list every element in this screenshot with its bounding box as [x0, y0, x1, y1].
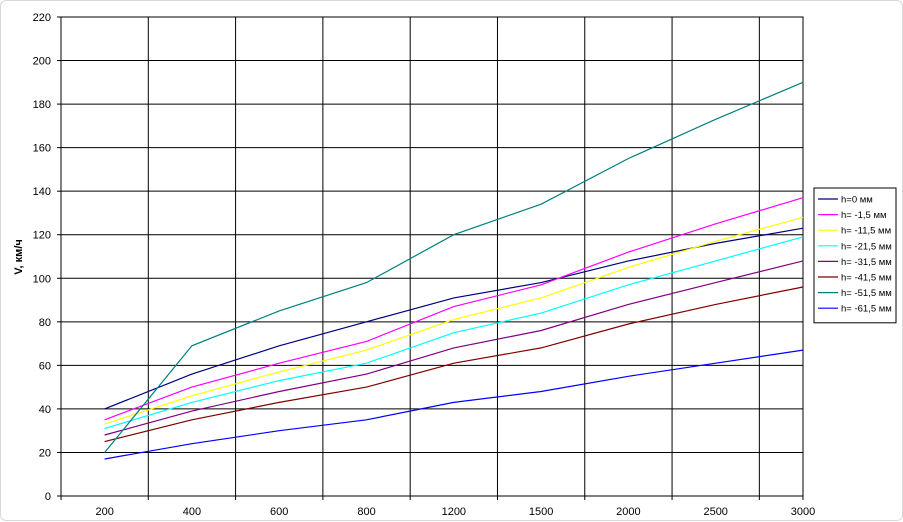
legend-entry-5: h= -41,5 мм [841, 273, 892, 284]
y-tick-label: 160 [33, 143, 51, 155]
series-line-5 [104, 286, 804, 443]
y-axis-label: V, км/ч [13, 239, 25, 275]
y-tick-label: 80 [39, 317, 51, 329]
y-tick-label: 40 [39, 404, 51, 416]
legend-entry-7: h= -61,5 мм [841, 304, 892, 315]
y-tick-label: 0 [45, 491, 51, 503]
legend-entry-6: h= -51,5 мм [841, 288, 892, 299]
y-tick-label: 220 [33, 12, 51, 24]
y-tick-label: 60 [39, 360, 51, 372]
series-line-6 [104, 81, 804, 453]
x-tick-label: 1500 [529, 506, 553, 518]
series-lines [104, 81, 804, 460]
y-tick-labels: 0 20 40 60 80 100 120 140 160 180 200 220 [33, 12, 61, 503]
x-tick-label: 1200 [442, 506, 466, 518]
gridlines [61, 16, 803, 496]
x-tick-label: 800 [357, 506, 375, 518]
x-tick-label: 2000 [616, 506, 640, 518]
series-line-2 [104, 216, 804, 425]
x-tick-label: 2500 [703, 506, 727, 518]
series-line-4 [104, 260, 804, 436]
x-tick-label: 400 [183, 506, 201, 518]
legend-box [813, 187, 897, 324]
legend-entry-4: h= -31,5 мм [841, 257, 892, 268]
series-line-7 [104, 349, 804, 460]
legend: h=0 мм h= -1,5 мм h= -11,5 мм h= -21,5 мм h=… [813, 187, 897, 324]
x-tick-label: 3000 [791, 506, 815, 518]
series-line-0 [104, 227, 804, 410]
series-line-3 [104, 236, 804, 430]
y-tick-label: 180 [33, 99, 51, 111]
plot-area [60, 16, 804, 497]
y-tick-label: 100 [33, 273, 51, 285]
x-tick-label: 600 [270, 506, 288, 518]
legend-entry-2: h= -11,5 мм [841, 226, 891, 237]
legend-entry-1: h= -1,5 мм [841, 210, 887, 221]
y-tick-label: 120 [33, 230, 51, 242]
y-tick-label: 20 [39, 447, 51, 459]
y-tick-label: 140 [33, 186, 51, 198]
legend-entry-3: h= -21,5 мм [841, 241, 892, 252]
series-line-1 [104, 197, 804, 421]
legend-entry-0: h=0 мм [841, 195, 873, 206]
x-tick-label: 200 [95, 506, 113, 518]
y-tick-label: 200 [33, 56, 51, 68]
x-tick-labels: 200 400 600 800 1200 1500 2000 2500 3000 [60, 496, 815, 518]
